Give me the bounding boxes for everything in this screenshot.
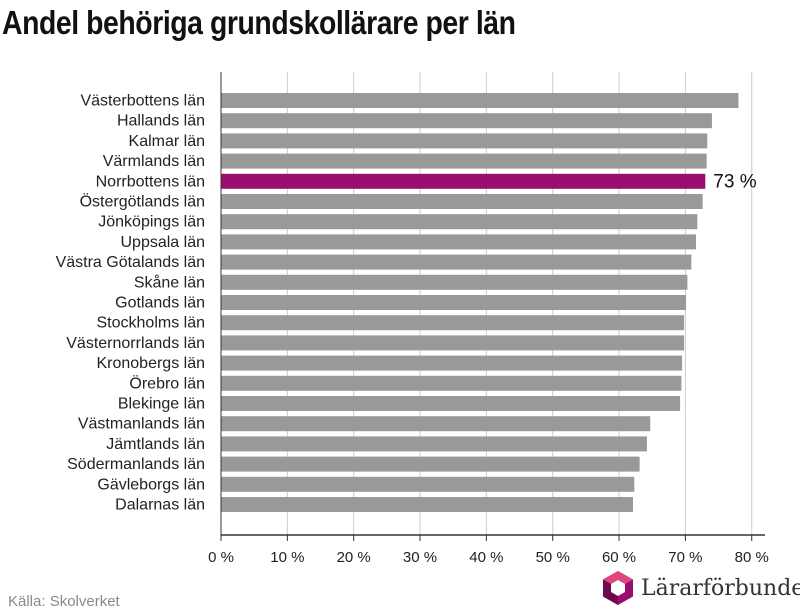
category-label: Hallands län bbox=[117, 113, 205, 130]
category-label: Värmlands län bbox=[103, 153, 205, 170]
bar bbox=[221, 234, 697, 250]
bar bbox=[221, 355, 683, 371]
x-tick-label: 30 % bbox=[403, 549, 437, 566]
x-tick-label: 20 % bbox=[337, 549, 371, 566]
bar bbox=[221, 214, 698, 230]
brand-name: Lärarförbundet bbox=[641, 575, 800, 601]
bar bbox=[221, 295, 687, 310]
bar bbox=[221, 416, 651, 432]
category-label: Norrbottens län bbox=[96, 173, 205, 190]
bar bbox=[221, 93, 739, 108]
bar bbox=[221, 436, 647, 452]
category-label: Stockholms län bbox=[97, 315, 206, 332]
bar bbox=[221, 254, 692, 270]
bars bbox=[221, 93, 739, 512]
hexagon-logo-icon bbox=[603, 571, 633, 605]
x-axis: 0 % 10 % 20 % 30 % 40 % 50 % 60 % 70 % 80 % bbox=[208, 72, 769, 566]
category-label: Västmanlands län bbox=[78, 416, 205, 433]
category-label: Dalarnas län bbox=[115, 497, 205, 514]
bar bbox=[221, 335, 685, 351]
bar bbox=[221, 315, 685, 331]
bar bbox=[221, 194, 703, 209]
x-tick-label: 40 % bbox=[469, 549, 503, 566]
category-label: Kronobergs län bbox=[96, 355, 205, 372]
category-label: Skåne län bbox=[134, 273, 205, 291]
x-tick-label: 0 % bbox=[208, 549, 234, 566]
bar bbox=[221, 173, 706, 189]
source-note: Källa: Skolverket bbox=[8, 593, 120, 610]
x-tick-label: 50 % bbox=[536, 549, 570, 566]
bar bbox=[221, 456, 640, 472]
category-label: Västra Götalands län bbox=[56, 254, 205, 271]
bar bbox=[221, 375, 682, 391]
x-tick-label: 60 % bbox=[602, 549, 636, 566]
category-label: Södermanlands län bbox=[67, 456, 205, 473]
category-label: Jämtlands län bbox=[106, 436, 205, 453]
category-label: Blekinge län bbox=[118, 396, 205, 413]
category-label: Örebro län bbox=[129, 374, 205, 392]
x-tick-label: 80 % bbox=[735, 549, 769, 566]
bar bbox=[221, 133, 708, 149]
category-label: Gotlands län bbox=[115, 295, 205, 312]
x-tick-label: 10 % bbox=[270, 549, 304, 566]
data-label: 73 % bbox=[713, 171, 756, 192]
bar bbox=[221, 396, 681, 411]
category-labels: Västerbottens län Hallands län Kalmar län V… bbox=[56, 93, 757, 514]
category-label: Västernorrlands län bbox=[66, 335, 205, 352]
category-label: Östergötlands län bbox=[80, 193, 205, 211]
category-label: Kalmar län bbox=[129, 133, 205, 150]
brand-logo: Lärarförbundet bbox=[601, 570, 800, 606]
category-label: Jönköpings län bbox=[98, 214, 205, 231]
bar bbox=[221, 113, 712, 129]
category-label: Gävleborgs län bbox=[97, 476, 205, 493]
bar bbox=[221, 497, 633, 512]
bar bbox=[221, 476, 635, 492]
chart-title: Andel behöriga grundskollärare per län bbox=[2, 4, 516, 41]
x-tick-label: 70 % bbox=[668, 549, 702, 566]
category-label: Västerbottens län bbox=[80, 93, 205, 110]
category-label: Uppsala län bbox=[121, 234, 206, 251]
bar bbox=[221, 274, 688, 290]
bar bbox=[221, 153, 707, 169]
